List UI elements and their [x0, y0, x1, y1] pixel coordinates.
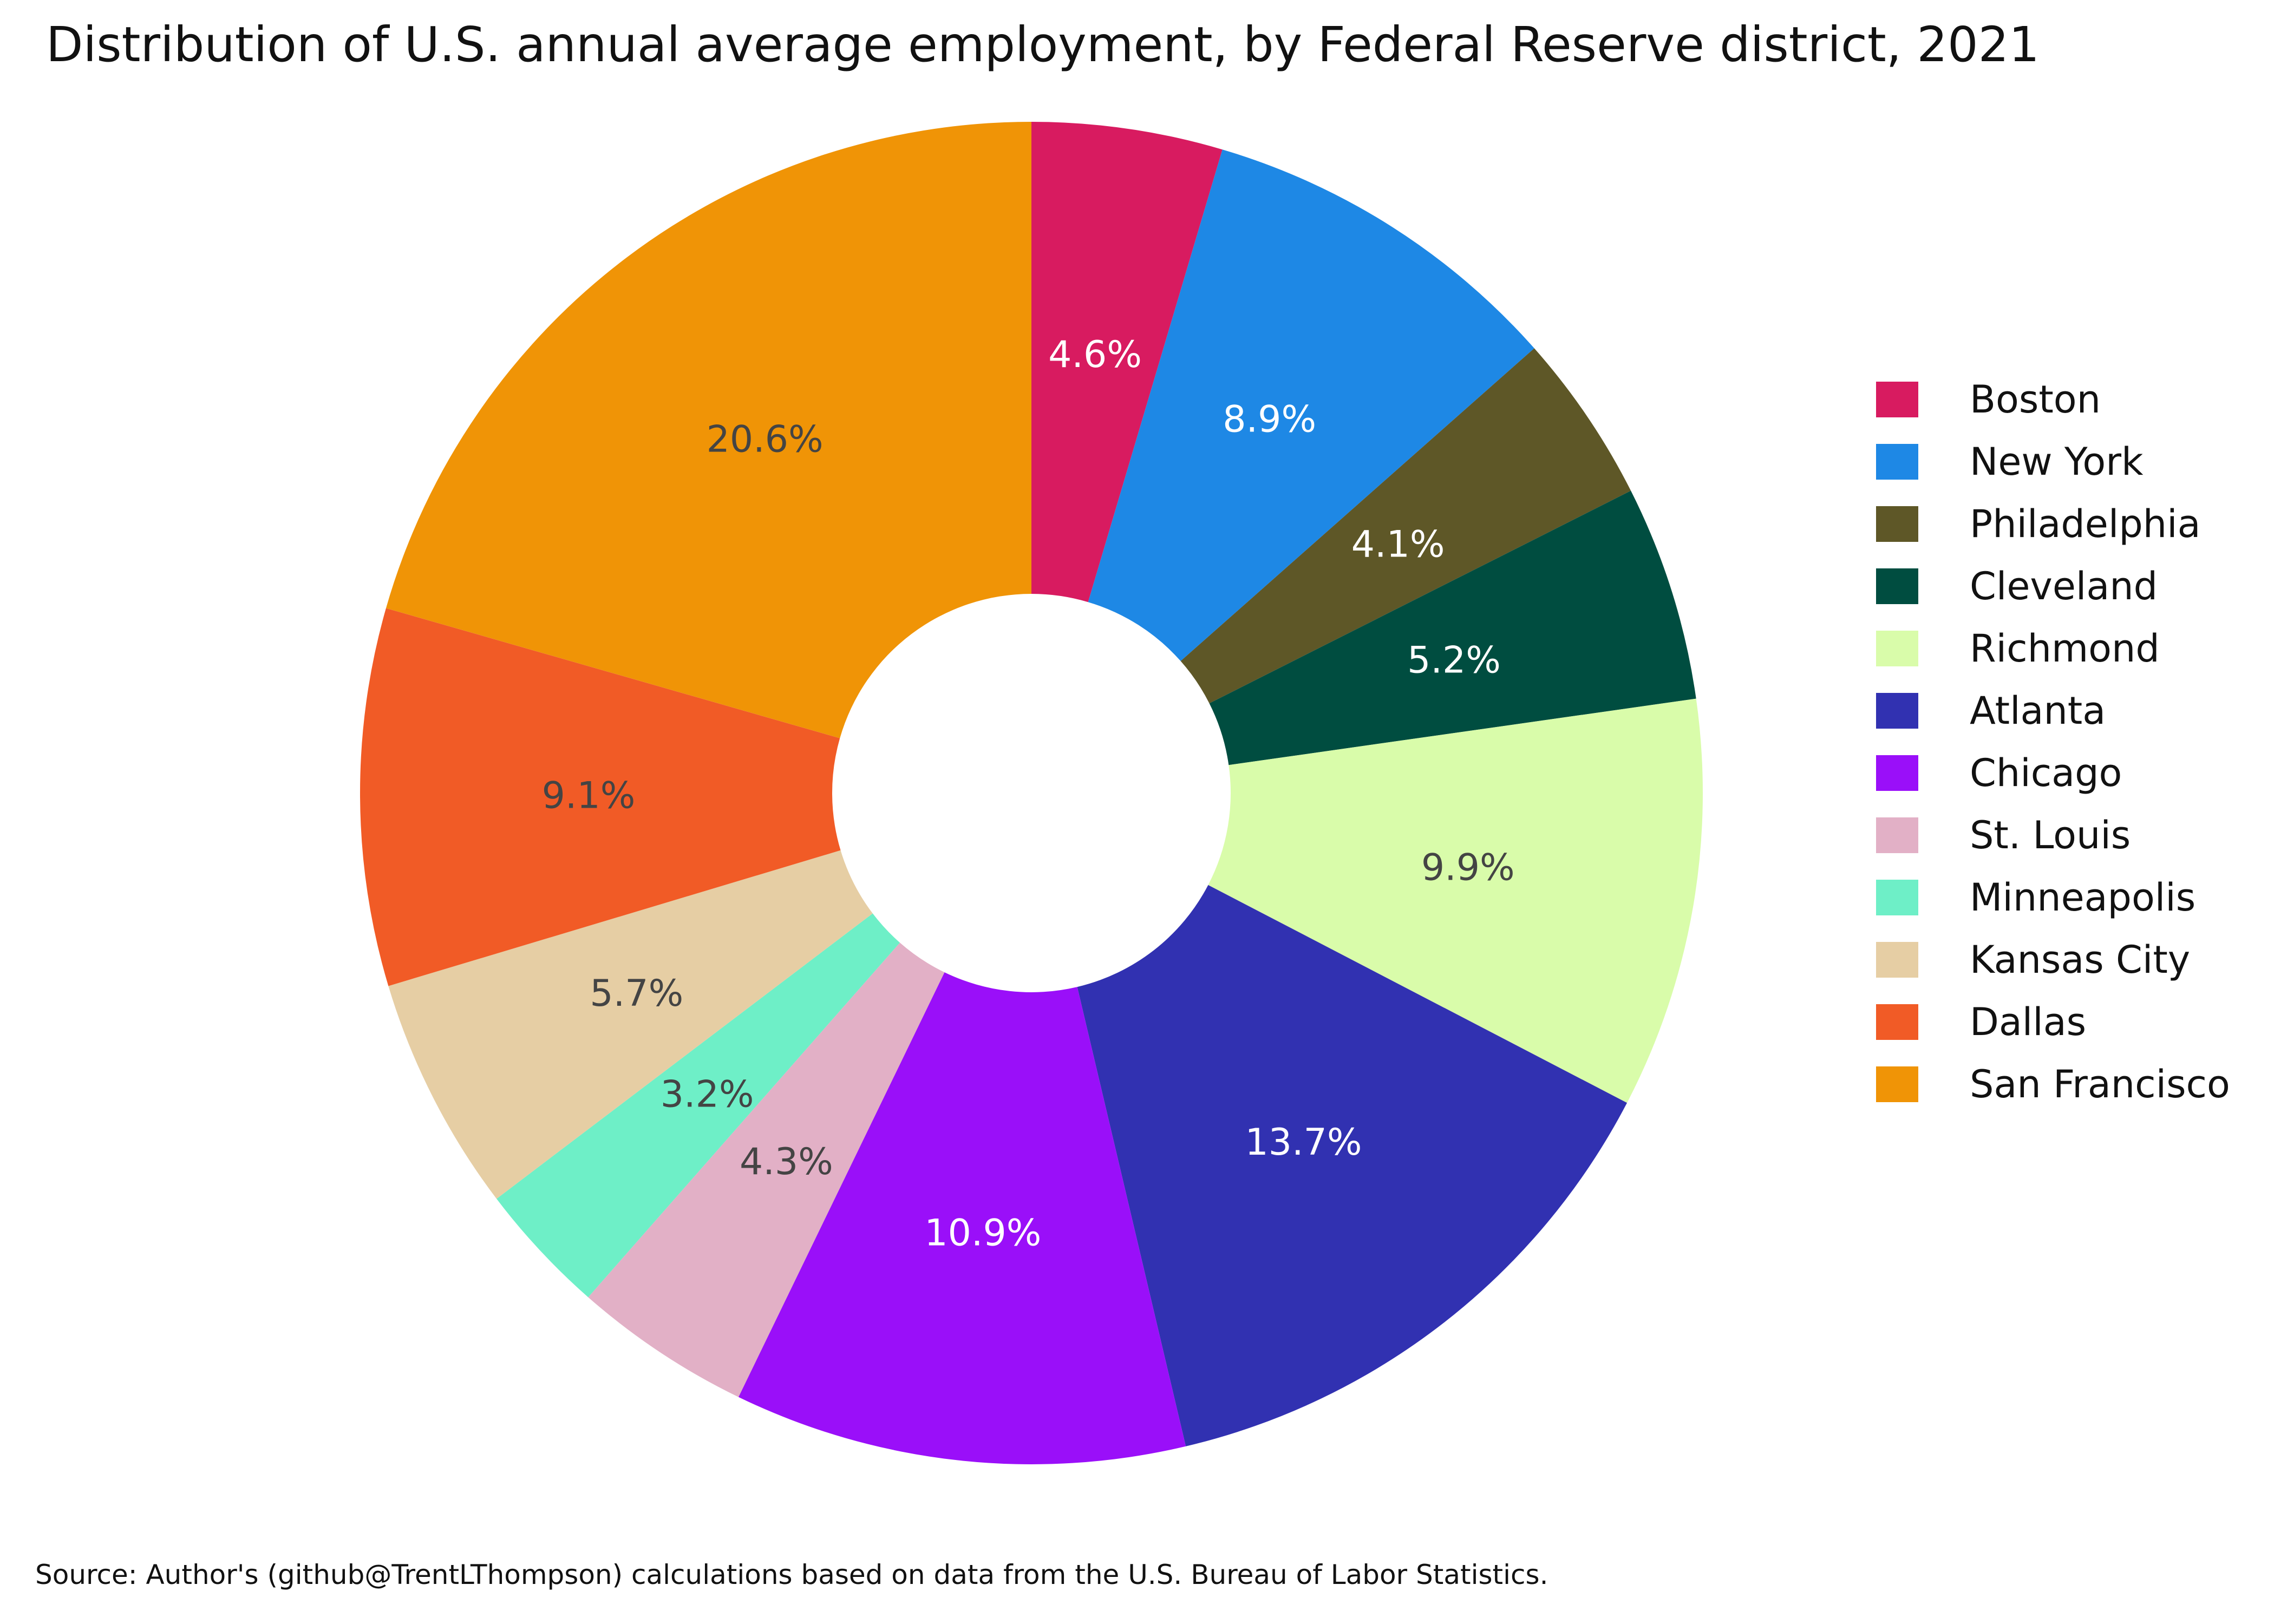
legend-item-cleveland[interactable]: Cleveland: [1876, 555, 2230, 617]
slice-cleveland: [1209, 490, 1696, 765]
source-note: Source: Author's (github@TrentLThompson)…: [35, 1559, 1548, 1590]
legend-swatch: [1876, 568, 1918, 604]
legend: Boston New York Philadelphia Cleveland Richm…: [1876, 368, 2230, 1115]
slice-chicago: [738, 972, 1186, 1464]
legend-swatch: [1876, 941, 1918, 978]
slice-st-louis: [588, 942, 945, 1397]
legend-swatch: [1876, 879, 1918, 915]
legend-swatch: [1876, 443, 1918, 480]
legend-item-minneapolis[interactable]: Minneapolis: [1876, 866, 2230, 928]
legend-item-richmond[interactable]: Richmond: [1876, 617, 2230, 679]
legend-label: Boston: [1970, 377, 2101, 422]
slice-label-dallas: 9.1%: [542, 775, 636, 817]
legend-item-st-louis[interactable]: St. Louis: [1876, 804, 2230, 866]
legend-swatch: [1876, 817, 1918, 853]
legend-label: San Francisco: [1970, 1062, 2230, 1106]
slice-label-minneapolis: 3.2%: [661, 1073, 754, 1116]
legend-label: Philadelphia: [1970, 501, 2201, 546]
slice-atlanta: [1077, 885, 1628, 1446]
slice-label-chicago: 10.9%: [924, 1212, 1041, 1255]
slice-label-cleveland: 5.2%: [1407, 639, 1501, 682]
slice-dallas: [360, 608, 841, 986]
slice-minneapolis: [496, 913, 900, 1298]
legend-swatch: [1876, 381, 1918, 417]
slice-label-kansas-city: 5.7%: [590, 972, 683, 1015]
slice-label-philadelphia: 4.1%: [1351, 523, 1445, 566]
legend-swatch: [1876, 630, 1918, 666]
slice-san-francisco: [385, 122, 1031, 738]
legend-label: Richmond: [1970, 626, 2160, 671]
legend-label: Chicago: [1970, 750, 2122, 795]
legend-item-dallas[interactable]: Dallas: [1876, 991, 2230, 1053]
legend-label: Cleveland: [1970, 564, 2158, 608]
legend-swatch: [1876, 692, 1918, 729]
legend-item-new-york[interactable]: New York: [1876, 430, 2230, 493]
slice-philadelphia: [1180, 348, 1631, 704]
legend-item-san-francisco[interactable]: San Francisco: [1876, 1053, 2230, 1115]
slice-boston: [1031, 122, 1223, 603]
slice-richmond: [1208, 698, 1703, 1103]
slice-label-new-york: 8.9%: [1223, 398, 1316, 441]
slice-label-boston: 4.6%: [1048, 333, 1142, 376]
legend-label: New York: [1970, 439, 2144, 484]
legend-item-boston[interactable]: Boston: [1876, 368, 2230, 430]
slice-label-atlanta: 13.7%: [1245, 1121, 1362, 1164]
legend-label: St. Louis: [1970, 813, 2131, 857]
legend-item-kansas-city[interactable]: Kansas City: [1876, 928, 2230, 991]
legend-swatch: [1876, 506, 1918, 542]
slice-labels-layer: 4.6% 8.9% 4.1% 5.2% 9.9% 13.7% 10.9% 4.3% 3.2% 5.…: [542, 333, 1515, 1255]
legend-swatch: [1876, 1066, 1918, 1102]
legend-swatch: [1876, 1004, 1918, 1040]
slice-label-san-francisco: 20.6%: [707, 418, 824, 461]
legend-swatch: [1876, 755, 1918, 791]
slice-new-york: [1088, 149, 1534, 662]
chart-title: Distribution of U.S. annual average empl…: [46, 16, 2040, 73]
slice-label-st-louis: 4.3%: [740, 1141, 833, 1183]
legend-item-chicago[interactable]: Chicago: [1876, 742, 2230, 804]
legend-label: Minneapolis: [1970, 875, 2196, 920]
slice-label-richmond: 9.9%: [1421, 846, 1515, 889]
slices-layer: [360, 122, 1703, 1464]
legend-label: Dallas: [1970, 999, 2087, 1044]
legend-item-atlanta[interactable]: Atlanta: [1876, 679, 2230, 742]
legend-item-philadelphia[interactable]: Philadelphia: [1876, 493, 2230, 555]
legend-label: Atlanta: [1970, 688, 2106, 733]
slice-kansas-city: [388, 850, 873, 1199]
legend-label: Kansas City: [1970, 937, 2191, 982]
